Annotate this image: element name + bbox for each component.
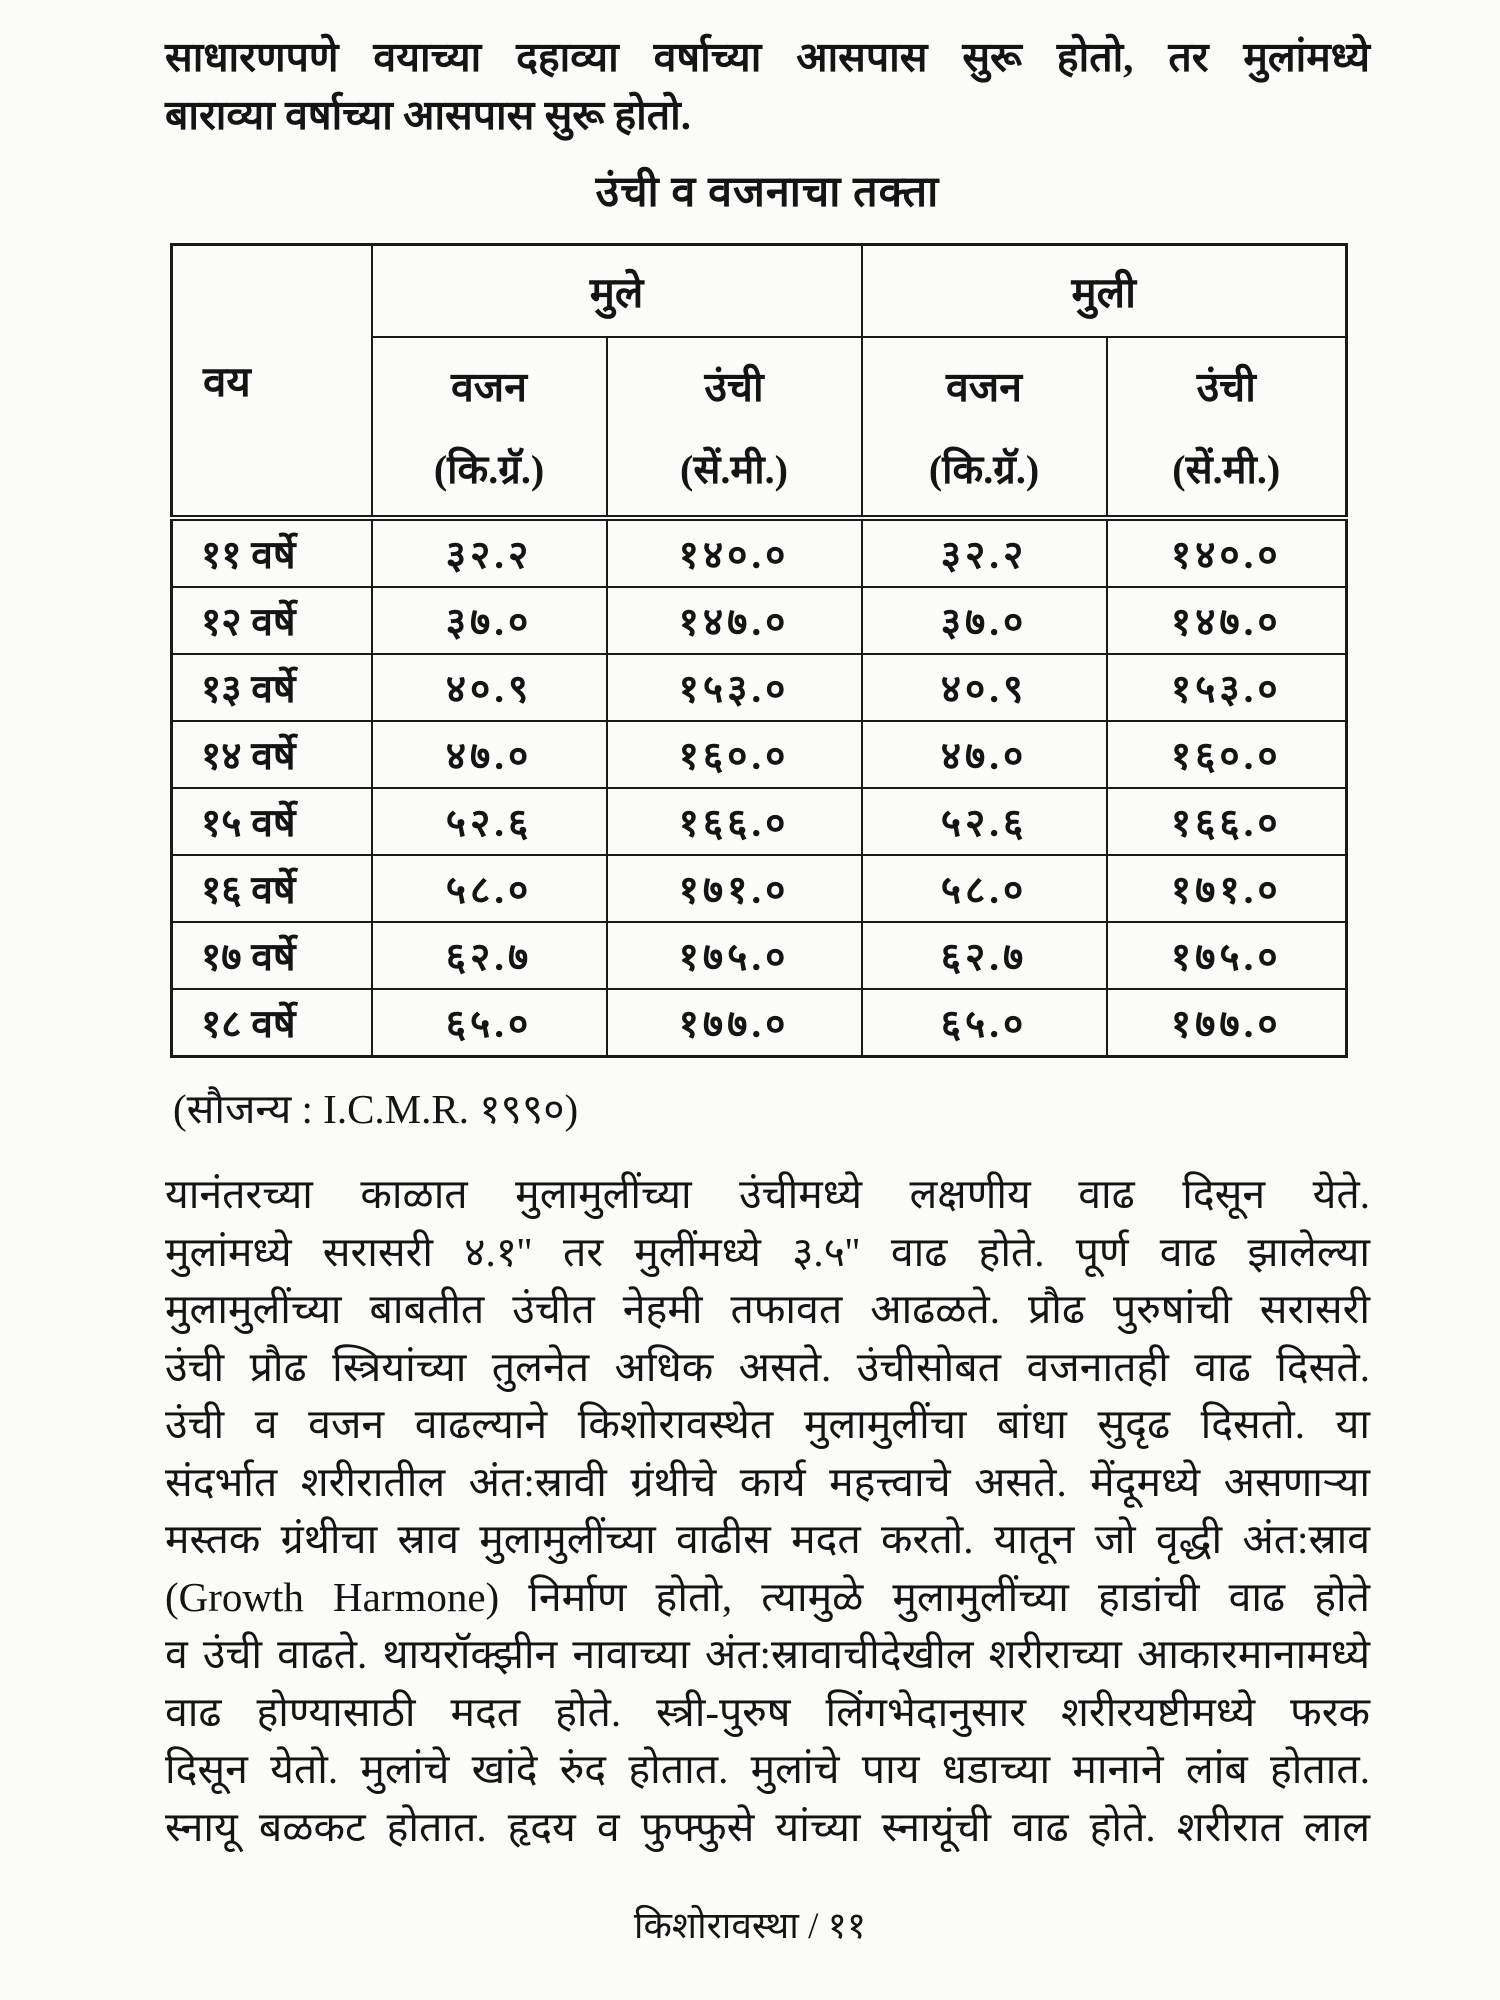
height-weight-table: वय मुले मुली वजन (कि.ग्रॅ.) उंची (सें.मी… bbox=[170, 243, 1349, 1058]
paragraph-line: (Growth Harmone) निर्माण होतो, त्यामुळे … bbox=[165, 1573, 1370, 1620]
boys-height-cell: १५३.० bbox=[605, 653, 863, 722]
girls-weight-cell: ३२.२ bbox=[860, 517, 1108, 588]
girls-weight-cell: ४७.० bbox=[860, 720, 1108, 789]
girls-height-cell: १७५.० bbox=[1105, 921, 1348, 990]
age-cell: १२ वर्षे bbox=[170, 586, 373, 655]
intro-line: बाराव्या वर्षाच्या आसपास सुरू होतो. bbox=[165, 92, 692, 138]
girls-height-cell: १४७.० bbox=[1105, 586, 1348, 655]
subheader-label: उंची bbox=[1196, 364, 1256, 410]
girls-height-cell: १६६.० bbox=[1105, 787, 1348, 856]
subheader-girls-height: उंची (सें.मी.) bbox=[1105, 336, 1348, 519]
boys-weight-cell: ४०.९ bbox=[370, 653, 608, 722]
table-row: १५ वर्षे ५२.६ १६६.० ५२.६ १६६.० bbox=[170, 787, 1348, 856]
table-header: वय मुले मुली वजन (कि.ग्रॅ.) उंची (सें.मी… bbox=[170, 243, 1348, 519]
age-cell: १७ वर्षे bbox=[170, 921, 373, 990]
paragraph-line: मुलांमध्ये सरासरी ४.१'' तर मुलींमध्ये ३.… bbox=[165, 1228, 1370, 1275]
paragraph-line: वाढ होण्यासाठी मदत होते. स्त्री-पुरुष लि… bbox=[165, 1688, 1370, 1735]
subheader-boys-height: उंची (सें.मी.) bbox=[605, 336, 863, 519]
document-page: साधारणपणे वयाच्या दहाव्या वर्षाच्या आसपा… bbox=[165, 28, 1370, 1856]
paragraph-line: उंची प्रौढ स्त्रियांच्या तुलनेत अधिक असत… bbox=[165, 1343, 1370, 1390]
body-paragraph: यानंतरच्या काळात मुलामुलींच्या उंचीमध्ये… bbox=[165, 1166, 1370, 1856]
age-cell: १३ वर्षे bbox=[170, 653, 373, 722]
intro-paragraph: साधारणपणे वयाच्या दहाव्या वर्षाच्या आसपा… bbox=[165, 28, 1370, 144]
age-cell: १८ वर्षे bbox=[170, 988, 373, 1058]
paragraph-line: मुलामुलींच्या बाबतीत उंचीत नेहमी तफावत आ… bbox=[165, 1286, 1370, 1332]
girls-height-cell: १६०.० bbox=[1105, 720, 1348, 789]
paragraph-line: उंची व वजन वाढल्याने किशोरावस्थेत मुलामु… bbox=[165, 1401, 1370, 1447]
paragraph-line: मस्तक ग्रंथीचा स्राव मुलामुलींच्या वाढीस… bbox=[165, 1516, 1370, 1562]
paragraph-line: यानंतरच्या काळात मुलामुलींच्या उंचीमध्ये… bbox=[165, 1171, 1370, 1217]
subheader-label: वजन bbox=[451, 364, 527, 410]
boys-height-cell: १७१.० bbox=[605, 854, 863, 923]
subheader-label: उंची bbox=[704, 364, 764, 410]
boys-height-cell: १६६.० bbox=[605, 787, 863, 856]
paragraph-line: व उंची वाढते. थायरॉक्झीन नावाच्या अंत:स्… bbox=[165, 1631, 1370, 1677]
boys-height-cell: १४०.० bbox=[605, 517, 863, 588]
subheader-unit: (सें.मी.) bbox=[680, 447, 788, 492]
paragraph-line: स्नायू बळकट होतात. हृदय व फुफ्फुसे यांच्… bbox=[165, 1803, 1370, 1850]
table-body: ११ वर्षे ३२.२ १४०.० ३२.२ १४०.० १२ वर्षे … bbox=[170, 517, 1348, 1058]
intro-line: साधारणपणे वयाच्या दहाव्या वर्षाच्या आसपा… bbox=[165, 34, 1370, 80]
page-footer: किशोरावस्था / ११ bbox=[633, 1906, 867, 1947]
group-header-boys: मुले bbox=[370, 243, 863, 338]
age-cell: १६ वर्षे bbox=[170, 854, 373, 923]
subheader-girls-weight: वजन (कि.ग्रॅ.) bbox=[860, 336, 1108, 519]
age-cell: ११ वर्षे bbox=[170, 517, 373, 588]
girls-weight-cell: ३७.० bbox=[860, 586, 1108, 655]
boys-weight-cell: ५८.० bbox=[370, 854, 608, 923]
age-cell: १४ वर्षे bbox=[170, 720, 373, 789]
table-row: १२ वर्षे ३७.० १४७.० ३७.० १४७.० bbox=[170, 586, 1348, 655]
table-row: १८ वर्षे ६५.० १७७.० ६५.० १७७.० bbox=[170, 988, 1348, 1058]
boys-weight-cell: ६५.० bbox=[370, 988, 608, 1058]
source-note: (सौजन्य : I.C.M.R. १९९०) bbox=[173, 1086, 579, 1132]
table-row: १४ वर्षे ४७.० १६०.० ४७.० १६०.० bbox=[170, 720, 1348, 789]
girls-weight-cell: ६५.० bbox=[860, 988, 1108, 1058]
girls-weight-cell: ५८.० bbox=[860, 854, 1108, 923]
girls-height-cell: १७१.० bbox=[1105, 854, 1348, 923]
girls-height-cell: १४०.० bbox=[1105, 517, 1348, 588]
girls-height-cell: १७७.० bbox=[1105, 988, 1348, 1058]
boys-weight-cell: ६२.७ bbox=[370, 921, 608, 990]
girls-weight-cell: ५२.६ bbox=[860, 787, 1108, 856]
girls-weight-cell: ४०.९ bbox=[860, 653, 1108, 722]
table-row: १६ वर्षे ५८.० १७१.० ५८.० १७१.० bbox=[170, 854, 1348, 923]
table-row: ११ वर्षे ३२.२ १४०.० ३२.२ १४०.० bbox=[170, 517, 1348, 588]
boys-height-cell: १६०.० bbox=[605, 720, 863, 789]
subheader-unit: (कि.ग्रॅ.) bbox=[928, 447, 1040, 492]
boys-height-cell: १७७.० bbox=[605, 988, 863, 1058]
subheader-label: वजन bbox=[946, 364, 1022, 410]
table-row: १७ वर्षे ६२.७ १७५.० ६२.७ १७५.० bbox=[170, 921, 1348, 990]
subheader-unit: (कि.ग्रॅ.) bbox=[433, 447, 545, 492]
age-cell: १५ वर्षे bbox=[170, 787, 373, 856]
boys-weight-cell: ४७.० bbox=[370, 720, 608, 789]
subheader-boys-weight: वजन (कि.ग्रॅ.) bbox=[370, 336, 608, 519]
boys-weight-cell: ५२.६ bbox=[370, 787, 608, 856]
boys-height-cell: १४७.० bbox=[605, 586, 863, 655]
girls-height-cell: १५३.० bbox=[1105, 653, 1348, 722]
age-column-header: वय bbox=[170, 243, 373, 519]
table-row: १३ वर्षे ४०.९ १५३.० ४०.९ १५३.० bbox=[170, 653, 1348, 722]
boys-weight-cell: ३२.२ bbox=[370, 517, 608, 588]
table-title: उंची व वजनाचा तक्ता bbox=[595, 169, 940, 216]
subheader-unit: (सें.मी.) bbox=[1172, 447, 1281, 492]
girls-weight-cell: ६२.७ bbox=[860, 921, 1108, 990]
group-header-girls: मुली bbox=[860, 243, 1348, 338]
paragraph-line: दिसून येतो. मुलांचे खांदे रुंद होतात. मु… bbox=[165, 1746, 1370, 1792]
boys-weight-cell: ३७.० bbox=[370, 586, 608, 655]
boys-height-cell: १७५.० bbox=[605, 921, 863, 990]
paragraph-line: संदर्भात शरीरातील अंत:स्रावी ग्रंथीचे का… bbox=[165, 1458, 1370, 1505]
